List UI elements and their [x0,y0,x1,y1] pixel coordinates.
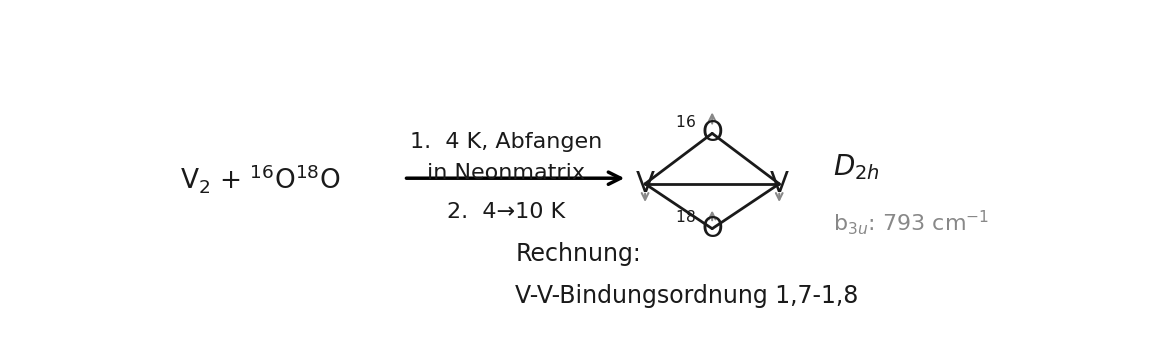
Text: b$_{3u}$: 793 cm$^{-1}$: b$_{3u}$: 793 cm$^{-1}$ [833,209,989,237]
Text: in Neonmatrix: in Neonmatrix [427,163,585,183]
Text: V: V [770,170,788,198]
Text: V: V [636,170,654,198]
Text: 1.  4 K, Abfangen: 1. 4 K, Abfangen [411,132,602,152]
Text: V$_2$ + $^{16}$O$^{18}$O: V$_2$ + $^{16}$O$^{18}$O [180,162,340,195]
Text: $\mathit{D}_{2h}$: $\mathit{D}_{2h}$ [833,152,879,182]
Text: $^{16}$: $^{16}$ [675,116,696,136]
Text: $^{18}$: $^{18}$ [675,211,696,232]
Text: Rechnung:: Rechnung: [516,242,642,266]
Text: V-V-Bindungsordnung 1,7-1,8: V-V-Bindungsordnung 1,7-1,8 [516,284,859,308]
Text: O: O [702,215,724,243]
Text: O: O [702,119,724,147]
Text: 2.  4→10 K: 2. 4→10 K [448,202,565,222]
